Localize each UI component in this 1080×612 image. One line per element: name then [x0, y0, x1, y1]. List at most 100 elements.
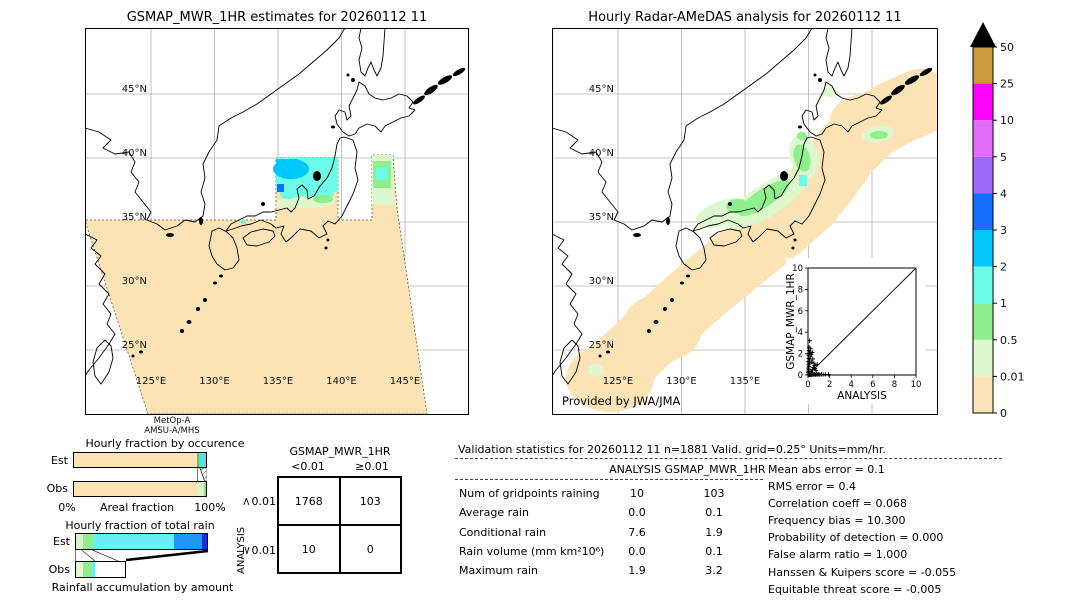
validation-row: Num of gridpoints raining 10 103	[459, 487, 725, 500]
lat-tick-label: 40°N	[122, 148, 147, 159]
island-speck	[199, 217, 203, 225]
credit-label: Provided by JWA/JMA	[562, 394, 681, 408]
island-speck	[331, 125, 335, 129]
gsmap-estimates-map: 45°N 40°N 35°N 30°N 25°N 125°E 130°E 135°E 140°E…	[84, 27, 469, 419]
island-speck	[452, 67, 466, 77]
island-speck	[666, 217, 670, 225]
island-speck	[196, 307, 200, 311]
colorbar-segment	[973, 193, 993, 230]
island-speck	[606, 350, 610, 354]
scatter-inset-canvas: 0 2 4 6 8 10 0 2 4 6 8 10 ANALYSIS GSMAP_MWR_1HR	[785, 264, 921, 402]
island-speck	[904, 75, 920, 85]
validation-col-analysis: ANALYSIS	[609, 463, 661, 476]
island-speck	[663, 307, 667, 311]
lon-tick-label: 135°E	[263, 376, 293, 387]
colorbar-tick-label: 25	[1000, 78, 1014, 91]
occurrence-obs-bar	[73, 481, 207, 497]
bar-segment-1-2	[198, 453, 206, 467]
inset-x-tick: 4	[848, 380, 853, 390]
map-frame	[552, 28, 938, 415]
score-line: RMS error = 0.4	[768, 480, 856, 494]
lat-tick-label: 25°N	[589, 340, 614, 351]
validation-row: Average rain 0.0 0.1	[459, 506, 723, 520]
totalrain-chart-title: Hourly fraction of total rain	[65, 519, 215, 532]
island-speck	[791, 246, 795, 250]
inset-y-tick: 0	[798, 371, 803, 381]
contingency-cell-hit-none: 1768	[278, 477, 340, 525]
colorbar-segment	[973, 83, 993, 121]
bar-segment-1-2	[93, 534, 174, 549]
scatter-point	[813, 368, 819, 373]
contingency-cell-false-alarm: 103	[339, 477, 401, 525]
validation-row: Conditional rain 7.6 1.9	[459, 525, 723, 539]
validation-row: Rain volume (mm km²10⁶) 0.0 0.1	[459, 544, 723, 558]
satellite-sensor: AMSU-A/MHS	[144, 426, 200, 436]
occurrence-connector	[197, 468, 207, 481]
colorbar-tick-label: 1	[1000, 297, 1007, 310]
island-speck	[139, 350, 143, 354]
divider-header	[455, 479, 763, 480]
colorbar-tick-label: 50	[1000, 41, 1014, 54]
satellite-label: MetOp-A AMSU-A/MHS	[85, 416, 259, 436]
colorbar-tick-label: 0	[1000, 407, 1007, 420]
totalrain-est-bar	[75, 533, 208, 550]
colorbar-tick-label: 0.01	[1000, 370, 1025, 383]
gsmap-precip-layer	[85, 154, 428, 415]
lat-tick-label: 30°N	[122, 276, 147, 287]
island-speck	[166, 233, 174, 237]
contingency-col-1: <0.01	[291, 460, 325, 473]
bar-segment-0.01-0.5	[76, 562, 84, 577]
bar-segment-0.5-1	[197, 453, 199, 467]
scatter-point	[814, 362, 820, 367]
island-speck	[424, 84, 438, 96]
score-line: Hanssen & Kuipers score = -0.055	[768, 565, 957, 579]
score-line: Probability of detection = 0.000	[768, 531, 944, 545]
satellite-name: MetOp-A	[153, 416, 191, 426]
scatter-point	[810, 350, 815, 355]
colorbar-tick-label: 2	[1000, 261, 1007, 274]
lat-tick-label: 25°N	[122, 340, 147, 351]
inset-y-tick: 6	[798, 307, 803, 317]
island-speck	[670, 298, 674, 302]
island-speck	[413, 95, 425, 105]
bar-segment-0.01-0.5	[196, 482, 204, 496]
divider-top	[455, 458, 1002, 459]
radar-analysis-map: 45°N40°N35°N30°N25°N125°E130°E135°E140°E…	[551, 27, 953, 419]
contingency-row-1: <0.01	[240, 494, 276, 508]
validation-rows: Num of gridpoints raining 10 103 Average ra…	[455, 487, 785, 583]
totalrain-est-label: Est	[53, 535, 70, 548]
radar-precip-layer	[566, 69, 953, 412]
island-speck	[728, 202, 732, 206]
scatter-point	[826, 372, 831, 377]
colorbar-overflow-arrow	[970, 22, 996, 47]
inset-x-tick: 6	[870, 380, 875, 390]
totalrain-obs-bar	[75, 561, 208, 578]
colorbar-tick-label: 5	[1000, 151, 1007, 164]
island-speck	[213, 281, 217, 285]
bar-segment-0-0.01	[74, 482, 197, 496]
lat-tick-label: 40°N	[589, 148, 614, 159]
bar-segment-0.5-1	[83, 562, 92, 577]
occurrence-est-bar	[73, 452, 207, 468]
occurrence-est-label: Est	[51, 454, 68, 467]
score-line: False alarm ratio = 1.000	[768, 548, 908, 562]
coastline	[84, 27, 416, 385]
lon-tick-label: 125°E	[603, 376, 633, 387]
inset-diagonal	[807, 267, 917, 376]
colorbar-segment	[973, 266, 993, 304]
contingency-row-2: ≥0.01	[240, 543, 276, 557]
colorbar-tick-label: 10	[1000, 114, 1014, 127]
left-map-title: GSMAP_MWR_1HR estimates for 20260112 11	[126, 10, 428, 25]
lon-tick-label: 135°E	[730, 376, 760, 387]
lat-tick-label: 35°N	[589, 212, 614, 223]
colorbar-segment	[973, 230, 993, 267]
island-speck	[180, 329, 184, 333]
colorbar-canvas: 50 25 10 5 4 3 2 1 0.5 0.01 0	[970, 22, 1025, 420]
island-speck	[633, 233, 641, 237]
colorbar-segment	[973, 156, 993, 194]
lat-tick-label: 30°N	[589, 276, 614, 287]
occurrence-obs-label: Obs	[46, 482, 68, 495]
island-speck	[203, 298, 207, 302]
score-line: Correlation coeff = 0.068	[768, 497, 907, 511]
island-speck	[891, 84, 905, 96]
